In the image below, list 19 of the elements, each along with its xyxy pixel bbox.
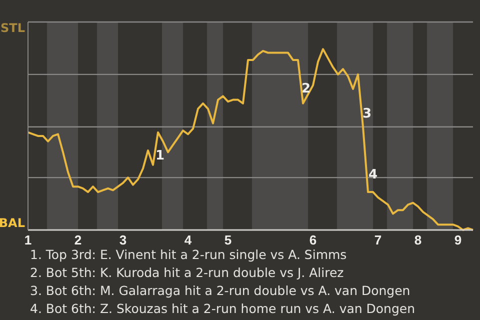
- text: BAL: [0, 216, 26, 230]
- annotation: 4: [368, 168, 378, 183]
- x-tick-label: 9: [454, 232, 462, 248]
- x-tick-label: 4: [184, 232, 192, 248]
- text: STL: [0, 21, 26, 35]
- annotation: 1: [155, 148, 165, 164]
- x-tick-label: 7: [374, 232, 382, 248]
- x-tick-label: 2: [74, 232, 82, 248]
- text: 4. Bot 6th: Z. Skouzas hit a 2-run home run vs A. van Dongen: [30, 301, 416, 316]
- x-tick-label: 3: [119, 232, 127, 248]
- annotation: 3: [362, 106, 372, 122]
- x-tick-label: 5: [224, 232, 232, 248]
- x-tick-label: 1: [24, 232, 32, 248]
- x-tick-label: 8: [414, 232, 422, 248]
- text: 2. Bot 5th: K. Kuroda hit a 2-run double vs J. Alirez: [30, 265, 344, 280]
- annotation: 2: [301, 82, 311, 97]
- x-tick-label: 6: [309, 232, 317, 248]
- text: 1. Top 3rd: E. Vinent hit a 2-run single vs A. Simms: [30, 247, 347, 262]
- text: 3. Bot 6th: M. Galarraga hit a 2-run double vs A. van Dongen: [30, 283, 410, 298]
